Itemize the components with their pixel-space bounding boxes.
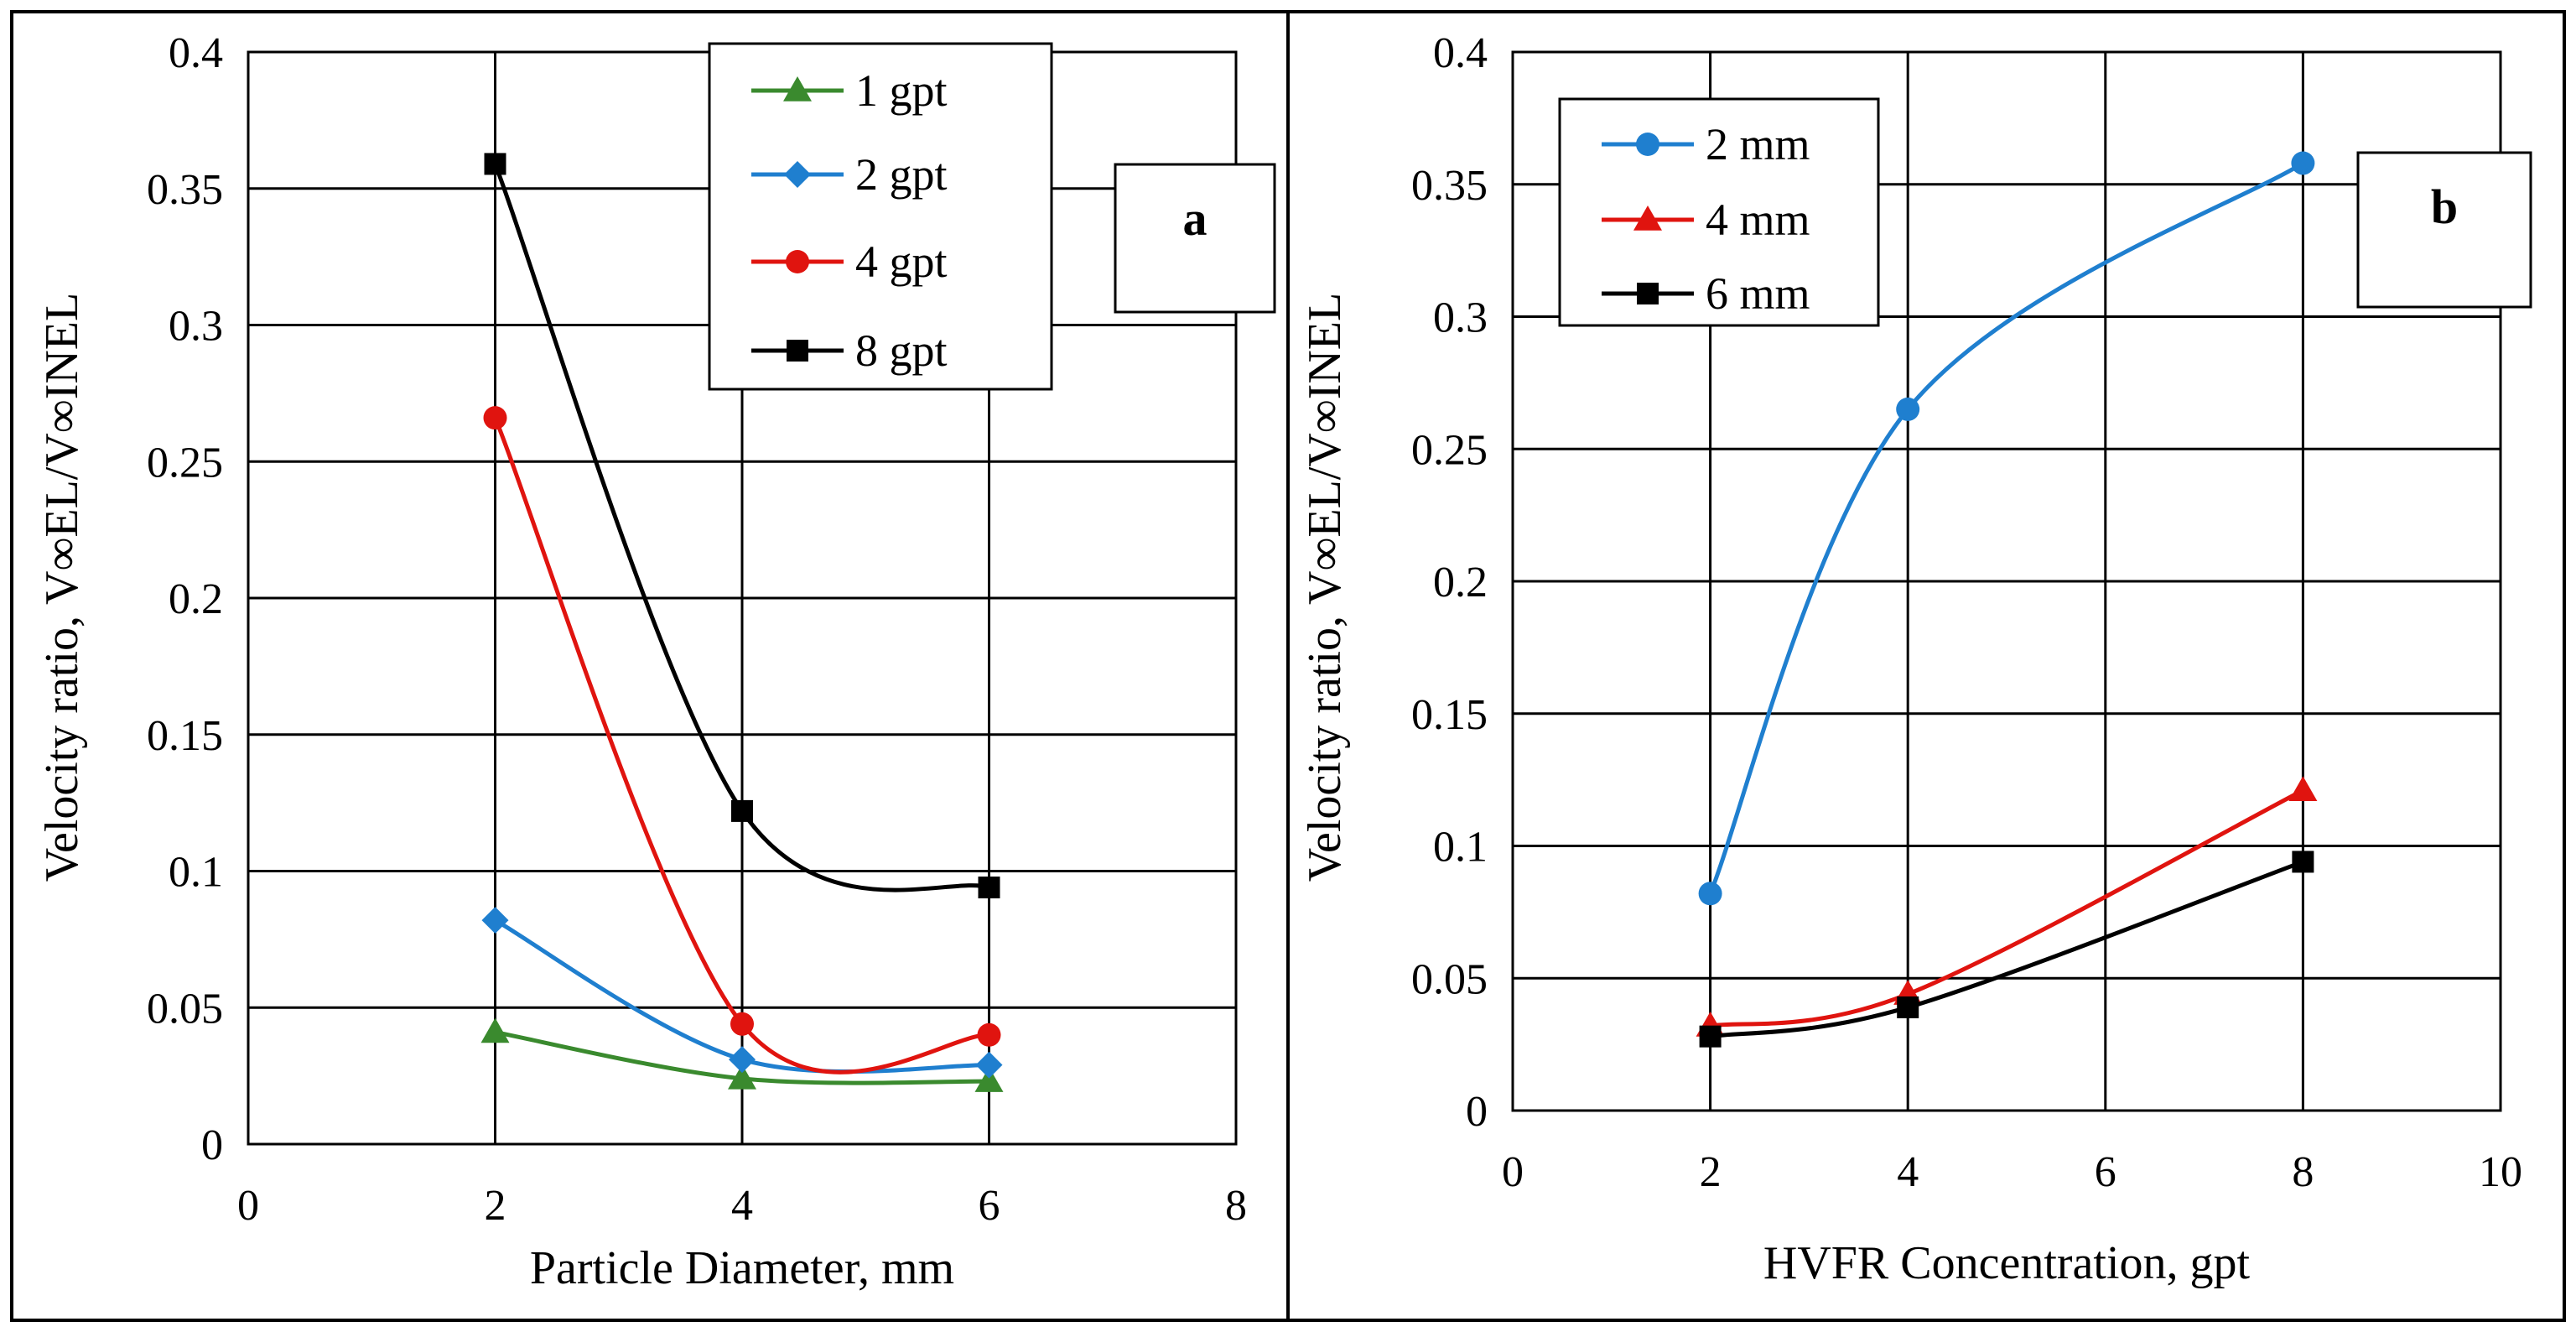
x-tick-label: 6: [979, 1182, 1000, 1230]
data-point-2-mm: [1896, 397, 1920, 421]
legend-box: [1558, 97, 1880, 327]
legend-label: 4 mm: [1706, 195, 1810, 245]
y-axis-label: Velocity ratio, V∞EL/V∞INEL: [36, 293, 88, 882]
y-tick-label: 0.35: [147, 166, 223, 214]
legend-marker-2-gpt: [784, 161, 811, 188]
data-point-6-mm: [2292, 851, 2314, 873]
data-point-1-gpt: [480, 1017, 510, 1043]
y-tick-label: 0.25: [1411, 426, 1488, 474]
legend-marker-4-gpt: [786, 250, 809, 273]
legend-label: 4 gpt: [855, 237, 948, 287]
data-point-2-gpt: [975, 1051, 1003, 1079]
x-tick-label: 4: [1897, 1148, 1919, 1196]
data-point-8-gpt: [978, 877, 1000, 899]
data-point-2-mm: [1698, 882, 1722, 906]
legend-marker-8-gpt: [787, 340, 808, 362]
legend-marker-6-mm: [1637, 283, 1659, 304]
y-tick-label: 0.15: [147, 712, 223, 760]
x-tick-label: 6: [2095, 1148, 2116, 1196]
data-point-4-gpt: [730, 1012, 754, 1036]
x-tick-label: 8: [1225, 1182, 1247, 1230]
data-point-8-gpt: [484, 153, 506, 175]
series-line-4-mm: [1710, 788, 2304, 1028]
chart-panel-b: 0 2 4 6 8 10 0 0.05 0.1 0.15 0.2 0.25 0.3 0.35 0.4 HVFR…: [1299, 29, 2532, 1289]
legend-marker-1-gpt: [783, 76, 812, 101]
y-tick-label: 0.4: [1433, 29, 1488, 77]
y-tick-label: 0.2: [169, 575, 223, 623]
y-axis-label: Velocity ratio, V∞EL/V∞INEL: [1299, 293, 1351, 882]
legend: 1 gpt 2 gpt 4 gpt 8 gpt: [708, 42, 1053, 391]
y-tick-label: 0.05: [147, 985, 223, 1033]
y-tick-label: 0.05: [1411, 955, 1488, 1003]
data-point-2-gpt: [729, 1046, 756, 1074]
data-point-4-mm: [2288, 776, 2318, 801]
y-tick-label: 0.3: [1433, 294, 1488, 342]
y-tick-label: 0.3: [169, 303, 223, 351]
legend-label: 8 gpt: [855, 325, 948, 376]
y-tick-label: 0.1: [169, 849, 223, 897]
x-tick-label: 10: [2479, 1148, 2522, 1196]
y-tick-label: 0: [201, 1121, 223, 1169]
legend-label: 1 gpt: [855, 65, 948, 116]
panel-letter-box: [2356, 151, 2532, 309]
data-point-2-gpt: [481, 907, 509, 934]
legend-label: 2 mm: [1706, 119, 1810, 169]
panel-letter: b: [2431, 180, 2458, 234]
y-tick-label: 0: [1466, 1088, 1488, 1136]
data-point-1-gpt: [728, 1064, 756, 1090]
legend-marker-2-mm: [1636, 133, 1659, 156]
chart-panel-a: 0 2 4 6 8 0 0.05 0.1 0.15 0.2 0.25 0.3 0.35 0.4 Partic…: [36, 29, 1276, 1294]
legend-box: [708, 42, 1053, 391]
y-tick-label: 0.35: [1411, 162, 1488, 210]
y-tick-label: 0.4: [169, 29, 223, 77]
legend-label: 6 mm: [1706, 268, 1810, 319]
x-tick-label: 0: [237, 1182, 259, 1230]
series-line-6-mm: [1710, 860, 2304, 1039]
x-axis-label: Particle Diameter, mm: [530, 1242, 954, 1294]
x-tick-label: 4: [731, 1182, 753, 1230]
panel-letter-box: [1114, 163, 1276, 314]
x-tick-label: 0: [1502, 1148, 1524, 1196]
series-line-8-gpt: [493, 163, 990, 892]
plot-border: [1511, 50, 2502, 1112]
data-point-4-gpt: [977, 1022, 1001, 1047]
data-point-6-mm: [1699, 1025, 1722, 1048]
y-tick-label: 0.25: [147, 439, 223, 486]
data-point-4-gpt: [483, 406, 507, 430]
x-tick-label: 2: [485, 1182, 506, 1230]
y-tick-label: 0.2: [1433, 559, 1488, 606]
legend-marker-4-mm: [1633, 206, 1662, 231]
legend: 2 mm 4 mm 6 mm: [1558, 97, 1880, 327]
y-tick-label: 0.15: [1411, 691, 1488, 739]
x-tick-label: 2: [1700, 1148, 1722, 1196]
y-tick-label: 0.1: [1433, 824, 1488, 872]
x-tick-label: 8: [2292, 1148, 2314, 1196]
x-axis-label: HVFR Concentration, gpt: [1763, 1237, 2251, 1289]
data-point-8-gpt: [731, 799, 753, 822]
series-line-4-gpt: [493, 417, 989, 1074]
data-point-6-mm: [1897, 996, 1919, 1018]
data-point-1-gpt: [974, 1067, 1004, 1092]
legend-label: 2 gpt: [855, 149, 948, 200]
data-point-2-mm: [2291, 151, 2315, 175]
panel-letter: a: [1183, 191, 1208, 246]
